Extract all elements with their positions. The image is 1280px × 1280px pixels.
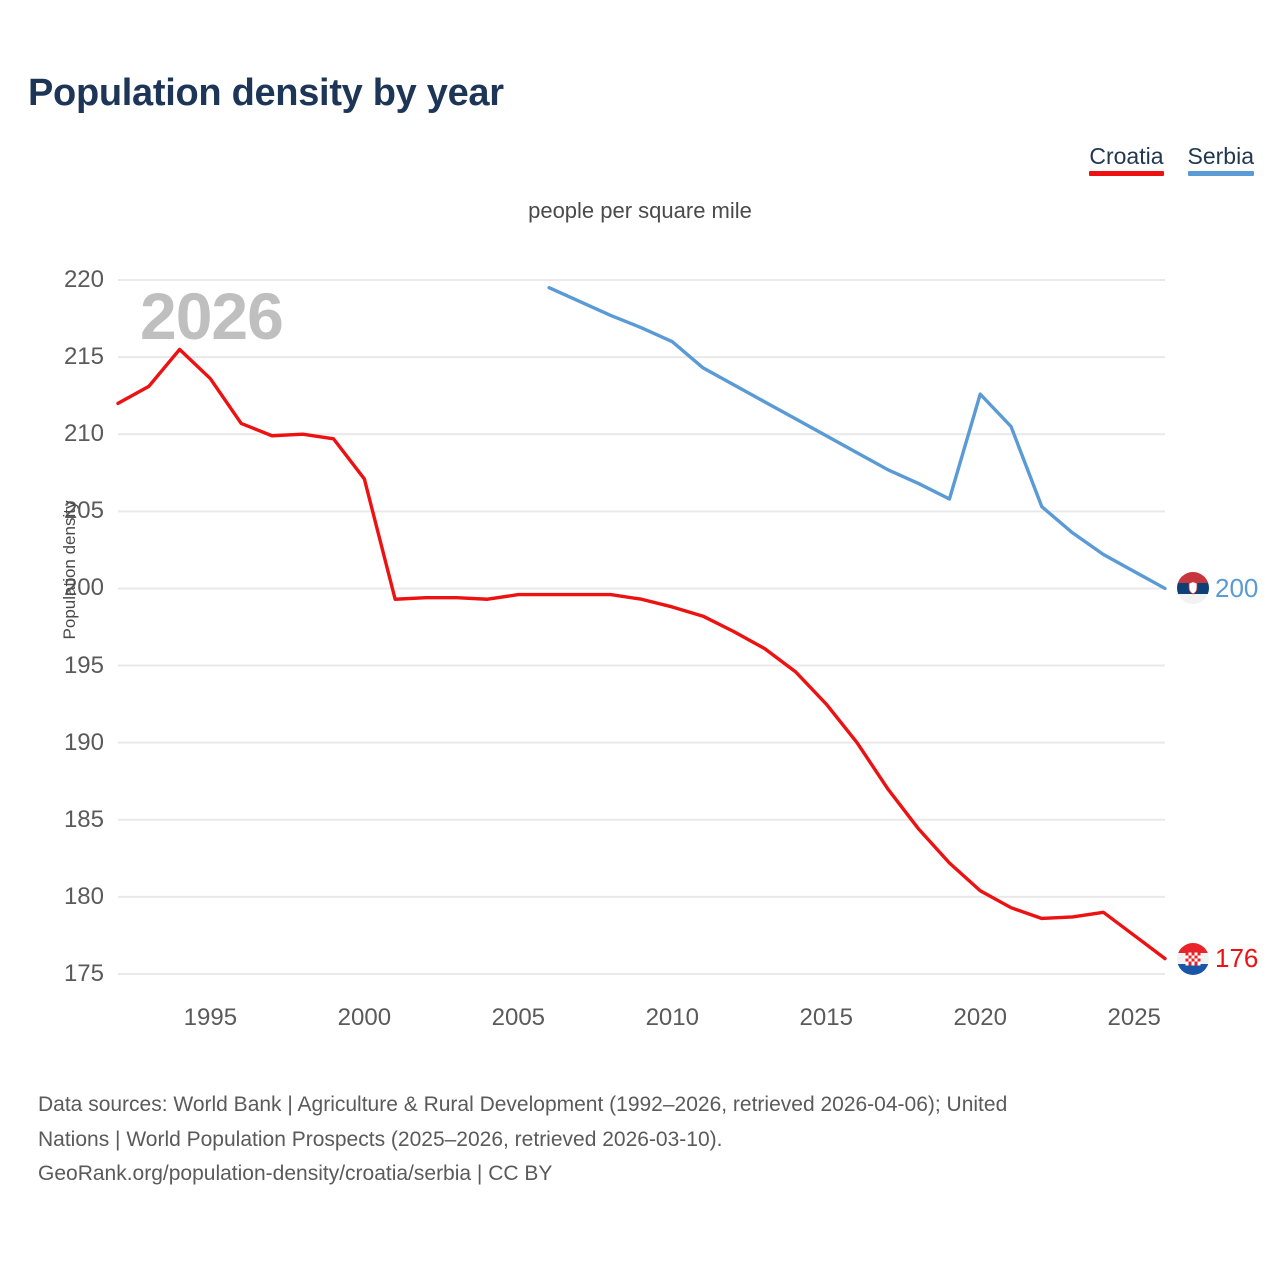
chart-footer: Data sources: World Bank | Agriculture &… [38, 1088, 1258, 1192]
y-axis-title: Population density [60, 500, 79, 640]
y-tick-label: 175 [63, 960, 104, 987]
series-line-serbia[interactable] [547, 286, 1167, 591]
croatia-checkerboard-icon [1185, 952, 1201, 966]
legend-swatch-croatia [1089, 171, 1164, 177]
y-tick-label: 205 [63, 497, 104, 525]
page-title: Population density by year [28, 72, 504, 114]
serbia-emblem-icon [1188, 581, 1198, 595]
y-tick-label: 190 [63, 728, 104, 756]
x-tick-label: 1995 [183, 1004, 238, 1031]
serbia-endpoint-value: 200 [1215, 572, 1259, 603]
x-tick-label: 2000 [337, 1004, 392, 1031]
legend-swatch-serbia [1187, 171, 1254, 177]
croatia-endpoint[interactable]: 176 [1177, 942, 1259, 975]
series-line-croatia[interactable] [116, 347, 1167, 961]
serbia-flag-icon [1177, 572, 1209, 605]
serbia-endpoint[interactable]: 200 [1177, 572, 1259, 605]
footer-line-2: Nations | World Population Prospects (20… [38, 1127, 723, 1151]
croatia-endpoint-value: 176 [1215, 943, 1259, 974]
y-tick-label: 180 [63, 882, 104, 910]
footer-line-3: GeoRank.org/population-density/croatia/s… [38, 1162, 553, 1186]
y-tick-label: 185 [63, 805, 104, 833]
x-tick-label: 2020 [953, 1004, 1007, 1031]
chart-legend: Croatia Serbia [1089, 143, 1254, 177]
x-tick-label: 2025 [1107, 1004, 1161, 1031]
y-tick-label: 195 [63, 651, 104, 679]
chart-subtitle: people per square mile [528, 198, 752, 223]
year-watermark: 2026 [140, 279, 284, 353]
croatia-flag-icon [1177, 942, 1209, 975]
x-tick-label: 2010 [645, 1004, 699, 1031]
x-tick-label: 2005 [491, 1004, 546, 1031]
y-tick-label: 220 [63, 266, 104, 293]
legend-label-croatia: Croatia [1089, 143, 1164, 169]
y-tick-label: 215 [63, 343, 104, 371]
legend-item-serbia[interactable]: Serbia [1187, 143, 1254, 177]
footer-line-1: Data sources: World Bank | Agriculture &… [38, 1093, 1008, 1116]
legend-item-croatia[interactable]: Croatia [1089, 143, 1164, 177]
y-tick-label: 200 [63, 574, 104, 602]
y-tick-label: 210 [63, 420, 104, 448]
x-tick-label: 2015 [799, 1004, 853, 1031]
legend-label-serbia: Serbia [1187, 143, 1254, 169]
